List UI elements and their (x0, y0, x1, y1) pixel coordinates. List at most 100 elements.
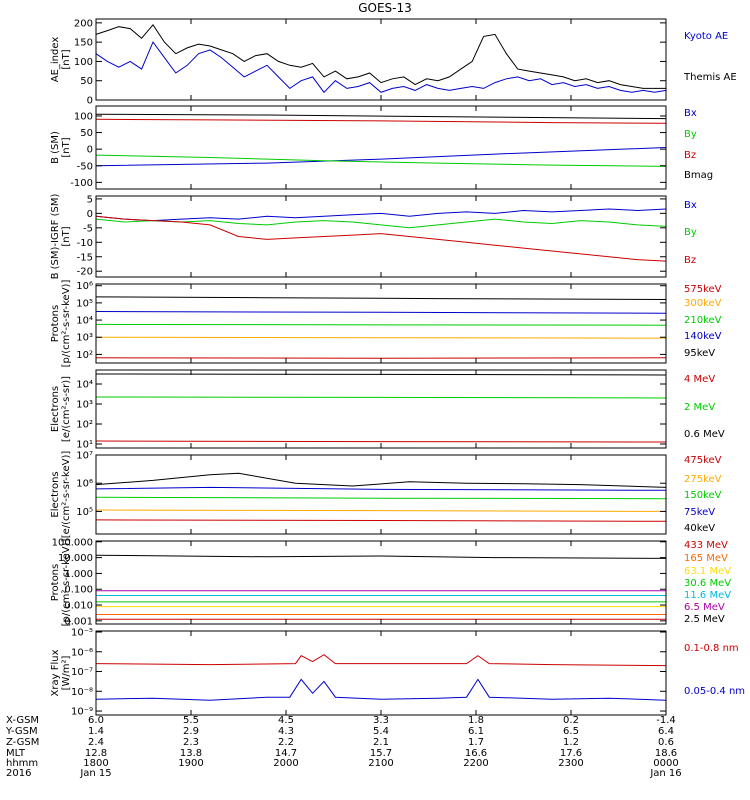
legend-entry-3-2: 210keV (684, 315, 722, 326)
y-axis-label-line-4-0: Electrons (50, 386, 61, 432)
y-axis-label-4: Electrons[e/(cm²-s-sr)] (50, 376, 72, 442)
y-tick-label-7-4: 10⁻⁵ (71, 627, 93, 638)
legend-entry-2-1: By (684, 227, 697, 238)
y-axis-label-0: AE_index[nT] (50, 37, 72, 83)
y-tick-label-4-3: 10⁴ (76, 380, 93, 391)
footer-value-0-2: 4.5 (278, 715, 294, 726)
footer-value-4-2: 2000 (273, 758, 298, 769)
series-line-5-4 (95, 472, 667, 488)
y-tick-label-2-3: -5 (83, 223, 93, 234)
panel-frame-5 (95, 454, 667, 535)
chart-title: GOES-13 (358, 1, 412, 15)
legend-entry-5-0: 475keV (684, 455, 722, 466)
series-line-3-3 (95, 311, 667, 314)
y-tick-label-2-1: -15 (77, 252, 93, 263)
y-tick-label-2-5: 5 (87, 194, 93, 205)
y-axis-label-line-6-1: [p/(cm²-s-sr-keV)] (61, 539, 72, 627)
y-tick-label-3-0: 10² (76, 350, 93, 361)
y-tick-label-6-5: 100.000 (52, 537, 93, 548)
y-tick-label-1-4: 100 (74, 111, 93, 122)
footer-orbit-table: X-GSM 6.0 5.5 4.5 3.3 1.8 0.2 -1.4 Y-GSM 1.4 2.9 4.… (5, 715, 682, 779)
y-tick-label-7-1: 10⁻⁸ (71, 687, 93, 698)
y-tick-label-1-2: 0 (87, 145, 93, 156)
footer-value-1-2: 4.3 (278, 726, 294, 737)
footer-row-label-2: Z-GSM (6, 737, 39, 748)
series-line-3-4 (95, 296, 667, 300)
footer-value-2-2: 2.2 (278, 737, 294, 748)
panel-frame-2 (95, 195, 667, 278)
y-axis-label-2: B (SM)-IGRF (SM)[nT] (50, 194, 72, 280)
panel-5: 10⁵ 10⁶ 10⁷ Electrons[e/(cm²-s-sr-keV)] 475k… (50, 451, 722, 539)
footer-row-label-3: MLT (6, 748, 26, 759)
footer-value-3-0: 12.8 (85, 748, 107, 759)
series-line-1-1 (95, 154, 667, 167)
y-tick-label-5-0: 10⁵ (76, 507, 93, 518)
y-axis-label-line-4-1: [e/(cm²-s-sr)] (61, 376, 72, 442)
footer-value-5-6: Jan 16 (649, 768, 681, 779)
y-tick-label-0-4: 200 (74, 18, 93, 29)
footer-row-label-1: Y-GSM (5, 726, 38, 737)
legend-entry-6-0: 433 MeV (684, 540, 728, 551)
series-line-5-1 (95, 509, 667, 512)
footer-value-4-0: 1800 (83, 758, 108, 769)
y-axis-label-6: Protons[p/(cm²-s-sr-keV)] (50, 539, 72, 627)
y-tick-label-7-2: 10⁻⁷ (71, 667, 93, 678)
footer-value-4-5: 2300 (558, 758, 583, 769)
legend-entry-6-1: 165 MeV (684, 553, 728, 564)
legend-entry-1-0: Bx (684, 108, 697, 119)
footer-value-3-4: 16.6 (465, 748, 487, 759)
footer-value-0-5: 0.2 (563, 715, 579, 726)
legend-entry-3-3: 140keV (684, 331, 722, 342)
series-line-7-1 (95, 678, 667, 701)
legend-entry-6-5: 6.5 MeV (684, 602, 725, 613)
y-tick-label-0-0: 0 (87, 96, 93, 107)
footer-value-2-0: 2.4 (88, 737, 104, 748)
y-tick-label-2-4: 0 (87, 209, 93, 220)
y-tick-label-1-0: -100 (70, 178, 93, 189)
legend-entry-6-3: 30.6 MeV (684, 578, 731, 589)
panel-frame-6 (95, 540, 667, 625)
panel-frame-7 (95, 630, 667, 716)
footer-value-0-3: 3.3 (373, 715, 389, 726)
footer-value-1-0: 1.4 (88, 726, 104, 737)
footer-value-1-4: 6.1 (468, 726, 484, 737)
y-axis-label-3: Protons[p/(cm²-s-sr-keV)] (50, 280, 72, 368)
footer-value-2-3: 2.1 (373, 737, 389, 748)
y-tick-label-2-0: -20 (77, 267, 93, 278)
panel-frame-3 (95, 283, 667, 364)
series-line-2-1 (95, 218, 667, 229)
y-axis-label-line-2-0: B (SM)-IGRF (SM) (50, 194, 61, 280)
legend-entry-7-1: 0.05-0.4 nm (684, 686, 745, 697)
legend-entry-5-3: 75keV (684, 507, 715, 518)
footer-value-4-6: 0000 (653, 758, 678, 769)
footer-value-2-5: 1.2 (563, 737, 579, 748)
footer-value-3-1: 13.8 (180, 748, 202, 759)
y-axis-label-line-1-1: [nT] (61, 137, 72, 157)
y-tick-label-1-1: -50 (77, 161, 93, 172)
legend-entry-1-1: By (684, 129, 697, 140)
legend-entry-0-0: Kyoto AE (684, 31, 728, 42)
footer-row-label-5: 2016 (6, 768, 31, 779)
y-tick-label-6-1: 0.010 (64, 601, 93, 612)
series-line-3-1 (95, 336, 667, 339)
footer-value-4-4: 2200 (463, 758, 488, 769)
legend-entry-6-4: 11.6 MeV (684, 590, 731, 601)
y-axis-label-1: B (SM)[nT] (50, 131, 72, 164)
footer-row-label-0: X-GSM (6, 715, 39, 726)
legend-entry-3-1: 300keV (684, 298, 722, 309)
series-line-0-1 (95, 23, 666, 89)
y-axis-label-line-2-1: [nT] (61, 226, 72, 246)
legend-entry-4-0: 4 MeV (684, 374, 715, 385)
y-tick-label-3-1: 10³ (76, 333, 93, 344)
y-tick-label-5-2: 10⁷ (76, 451, 93, 462)
y-axis-label-line-5-0: Electrons (50, 471, 61, 517)
footer-value-1-5: 6.5 (563, 726, 579, 737)
y-axis-label-line-7-0: Xray Flux (50, 649, 61, 696)
footer-value-1-3: 5.4 (373, 726, 389, 737)
footer-value-5-0: Jan 15 (79, 768, 111, 779)
y-axis-label-line-0-0: AE_index (50, 37, 61, 83)
y-axis-label-line-7-1: [W/m²] (61, 655, 72, 690)
footer-value-0-6: -1.4 (656, 715, 676, 726)
legend-entry-3-0: 575keV (684, 284, 722, 295)
y-tick-label-6-2: 0.100 (64, 585, 93, 596)
